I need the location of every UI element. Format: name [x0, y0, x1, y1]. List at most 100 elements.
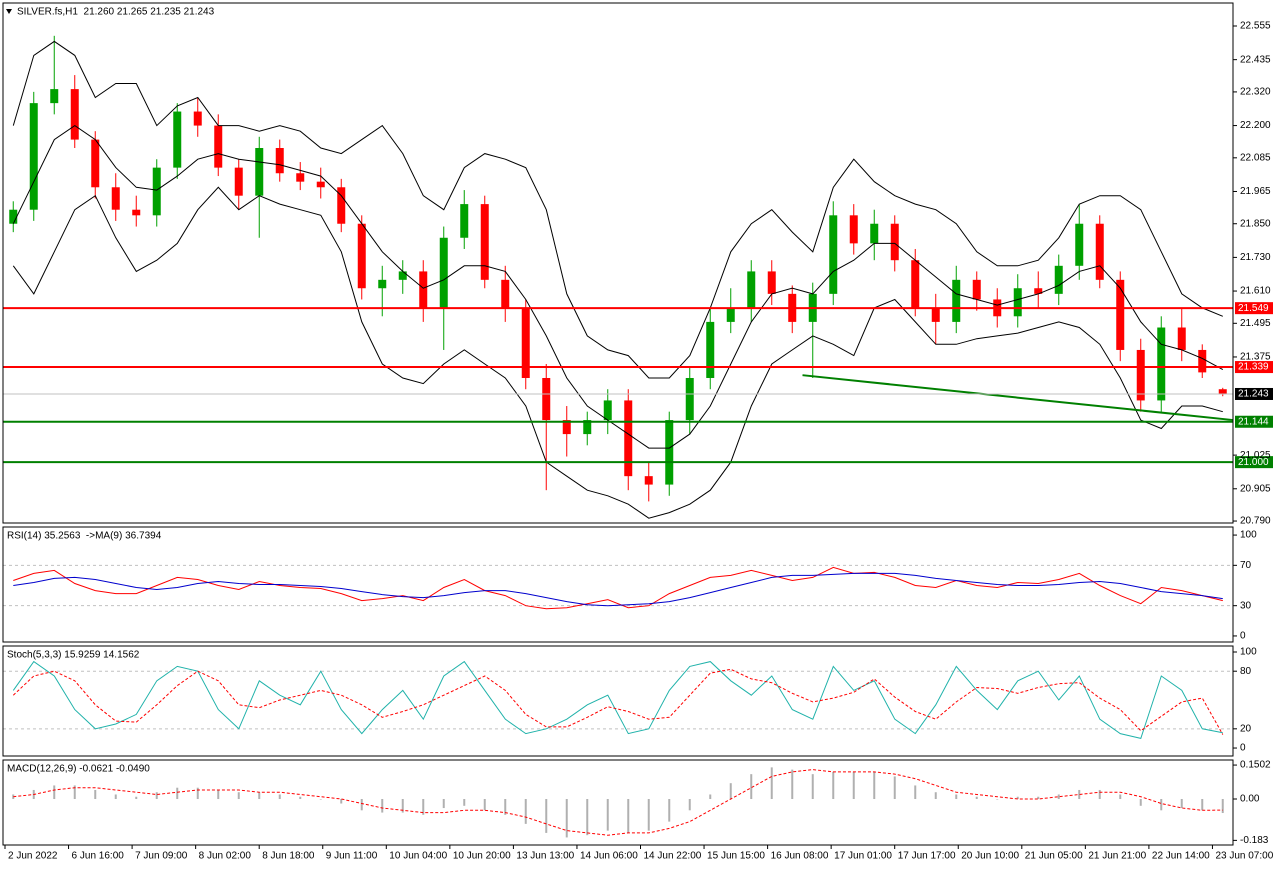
last-price-box [1235, 387, 1273, 400]
panel-title: SILVER.fs,H1 21.260 21.265 21.235 21.243 [17, 7, 215, 18]
candle-body [726, 307, 735, 322]
y-tick-label: 21.610 [1240, 286, 1271, 297]
y-tick-label: 30 [1240, 600, 1252, 611]
candle-body [1075, 223, 1084, 266]
macd-bar [340, 799, 343, 804]
candle-body [542, 377, 551, 421]
level-label: 21.339 [1238, 362, 1269, 373]
y-tick-label: 22.200 [1240, 120, 1271, 131]
y-tick-label: 0 [1240, 631, 1246, 642]
y-tick-label: 22.085 [1240, 152, 1271, 163]
candle-body [1157, 327, 1166, 401]
candle-body [767, 271, 776, 294]
macd-bar [381, 799, 384, 813]
candle-body [357, 223, 366, 289]
x-tick-label: 17 Jun 17:00 [898, 851, 956, 862]
y-tick-label: 70 [1240, 560, 1252, 571]
candle-body [132, 209, 141, 216]
candle-body [521, 307, 530, 378]
x-tick-label: 7 Jun 09:00 [135, 851, 188, 862]
candle-body [316, 181, 325, 188]
y-tick-label: 0.1502 [1240, 760, 1271, 771]
candle-body [255, 148, 264, 196]
macd-bar [442, 799, 445, 809]
level-label-box [1235, 415, 1273, 428]
panel-frame [2, 759, 1234, 846]
x-tick-label: 21 Jun 21:00 [1088, 851, 1146, 862]
macd-bar [401, 799, 404, 813]
x-tick-label: 21 Jun 05:00 [1025, 851, 1083, 862]
macd-bar [770, 767, 773, 800]
macd-bar [319, 799, 322, 800]
macd-bar [914, 785, 917, 800]
macd-bar [606, 799, 609, 831]
macd-bar [53, 785, 56, 800]
symbol-arrow [6, 9, 12, 14]
candle-body [890, 223, 899, 261]
x-tick-label: 8 Jun 18:00 [262, 851, 315, 862]
x-tick-label: 22 Jun 14:00 [1152, 851, 1210, 862]
macd-bar [524, 799, 527, 824]
candle-body [234, 167, 243, 196]
macd-bar [155, 792, 158, 800]
y-tick-label: -0.183 [1240, 835, 1269, 846]
indicator-line [13, 572, 1223, 607]
macd-bar [832, 771, 835, 800]
x-tick-label: 17 Jun 01:00 [834, 851, 892, 862]
y-tick-label: 21.025 [1240, 450, 1271, 461]
trend-line [802, 374, 1234, 422]
macd-bar [586, 799, 589, 836]
macd-bar [1119, 794, 1122, 800]
candle-body [972, 279, 981, 300]
macd-bar [729, 783, 732, 800]
x-tick-label: 2 Jun 2022 [8, 851, 58, 862]
y-tick-label: 20.905 [1240, 483, 1271, 494]
candle-body [747, 271, 756, 308]
last-price-label: 21.243 [1238, 389, 1269, 400]
macd-bar [1201, 799, 1204, 811]
macd-bar [668, 799, 671, 822]
macd-bar [94, 789, 97, 800]
x-tick-label: 23 Jun 07:00 [1215, 851, 1273, 862]
level-label: 21.000 [1238, 457, 1269, 468]
y-tick-label: 0 [1240, 743, 1246, 754]
y-tick-label: 21.375 [1240, 352, 1271, 363]
candle-body [911, 260, 920, 308]
y-tick-label: 21.495 [1240, 318, 1271, 329]
macd-bar [627, 799, 630, 833]
candle-body [29, 103, 38, 210]
macd-bar [176, 787, 179, 800]
candle-body [1034, 288, 1043, 294]
candle-body [193, 111, 202, 126]
candle-body [931, 307, 940, 322]
macd-bar [1139, 799, 1142, 806]
indicator-line [12, 668, 1224, 735]
panel-title: Stoch(5,3,3) 15.9259 14.1562 [7, 650, 140, 661]
candle-body [173, 111, 182, 168]
macd-bar [299, 796, 302, 800]
macd-bar [873, 771, 876, 800]
macd-bar [1098, 789, 1101, 800]
x-tick-label: 16 Jun 08:00 [771, 851, 829, 862]
level-label: 21.144 [1238, 416, 1269, 427]
macd-bar [688, 799, 691, 811]
candle-body [1136, 349, 1145, 401]
candle-body [706, 321, 715, 378]
candle-body [152, 167, 161, 216]
x-tick-label: 13 Jun 13:00 [516, 851, 574, 862]
macd-bar [545, 799, 548, 833]
candle-body [870, 223, 879, 244]
macd-bar [955, 794, 958, 800]
y-tick-label: 0.00 [1240, 794, 1260, 805]
level-label-box [1235, 302, 1273, 315]
macd-bar [483, 799, 486, 811]
candle-body [91, 139, 100, 188]
macd-bar [893, 776, 896, 800]
candle-body [583, 420, 592, 435]
macd-bar [360, 799, 363, 811]
panel-frame [2, 526, 1234, 643]
candle-body [419, 271, 428, 308]
candle-body [562, 420, 571, 435]
x-tick-label: 6 Jun 16:00 [72, 851, 125, 862]
x-tick-label: 14 Jun 06:00 [580, 851, 638, 862]
